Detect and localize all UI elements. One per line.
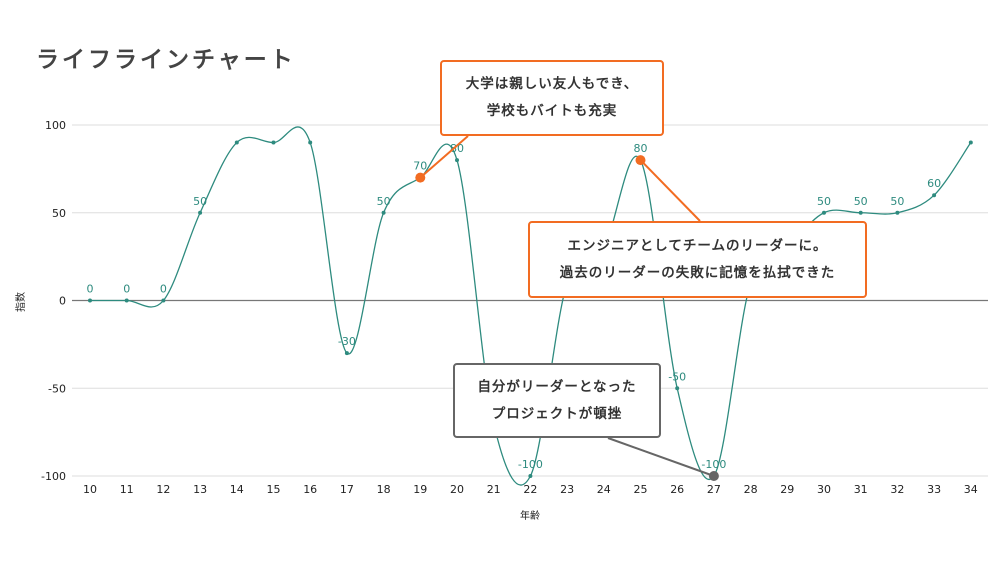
data-label: 50 bbox=[890, 195, 904, 208]
annotation-connector bbox=[419, 135, 469, 179]
data-point bbox=[675, 386, 680, 391]
x-tick-label: 34 bbox=[964, 483, 978, 496]
annotation-marker bbox=[635, 155, 646, 166]
data-point bbox=[895, 210, 900, 215]
data-label: -30 bbox=[338, 335, 356, 348]
data-label: -50 bbox=[668, 370, 686, 383]
x-tick-label: 13 bbox=[193, 483, 207, 496]
x-tick-label: 14 bbox=[230, 483, 244, 496]
y-tick-label: -100 bbox=[41, 470, 66, 483]
y-tick-label: 100 bbox=[45, 119, 66, 132]
x-tick-label: 15 bbox=[267, 483, 281, 496]
annotation-connector bbox=[607, 437, 715, 477]
data-point bbox=[381, 210, 386, 215]
y-tick-label: -50 bbox=[48, 382, 66, 395]
annotation-line: 学校もバイトも充実 bbox=[486, 103, 618, 119]
annotation-marker bbox=[415, 172, 426, 183]
data-label: 70 bbox=[413, 160, 427, 173]
data-point bbox=[308, 140, 313, 145]
y-tick-label: 0 bbox=[59, 295, 66, 308]
y-tick-label: 50 bbox=[52, 207, 66, 220]
data-label: 50 bbox=[854, 195, 868, 208]
data-point bbox=[968, 140, 973, 145]
chart-title: ライフラインチャート bbox=[36, 47, 296, 73]
annotation-marker bbox=[708, 471, 719, 481]
x-tick-label: 27 bbox=[707, 483, 721, 496]
x-tick-label: 24 bbox=[597, 483, 611, 496]
x-tick-label: 16 bbox=[303, 483, 317, 496]
data-point bbox=[528, 474, 533, 478]
x-tick-label: 19 bbox=[413, 483, 427, 496]
annotation-connector bbox=[639, 159, 701, 222]
data-point bbox=[161, 298, 166, 303]
data-label: 50 bbox=[377, 195, 391, 208]
data-point bbox=[124, 298, 129, 303]
x-tick-label: 32 bbox=[890, 483, 904, 496]
x-tick-label: 23 bbox=[560, 483, 574, 496]
x-tick-label: 33 bbox=[927, 483, 941, 496]
data-point bbox=[234, 140, 239, 145]
x-tick-label: 22 bbox=[523, 483, 537, 496]
annotation-project-failure: 自分がリーダーとなった プロジェクトが頓挫 bbox=[453, 363, 661, 438]
data-label: 50 bbox=[193, 195, 207, 208]
x-tick-label: 26 bbox=[670, 483, 684, 496]
data-label: 60 bbox=[927, 177, 941, 190]
data-label: 80 bbox=[634, 142, 648, 155]
annotation-team-leader: エンジニアとしてチームのリーダーに。 過去のリーダーの失敗に記憶を払拭できた bbox=[528, 221, 867, 298]
x-tick-label: 21 bbox=[487, 483, 501, 496]
data-point bbox=[932, 193, 937, 198]
data-point bbox=[344, 351, 349, 356]
x-tick-label: 30 bbox=[817, 483, 831, 496]
x-tick-label: 20 bbox=[450, 483, 464, 496]
x-tick-label: 12 bbox=[156, 483, 170, 496]
data-label: -100 bbox=[518, 458, 543, 471]
data-point bbox=[198, 210, 203, 215]
data-point bbox=[271, 140, 276, 145]
annotation-line: プロジェクトが頓挫 bbox=[491, 405, 623, 422]
annotation-line: 大学は親しい友人もでき、 bbox=[465, 76, 639, 92]
annotation-university: 大学は親しい友人もでき、 学校もバイトも充実 bbox=[440, 60, 664, 136]
data-label: 0 bbox=[87, 283, 94, 296]
data-point bbox=[88, 298, 92, 303]
x-tick-label: 31 bbox=[854, 483, 868, 496]
data-label: 80 bbox=[450, 142, 464, 155]
data-point bbox=[822, 210, 826, 215]
annotation-line: エンジニアとしてチームのリーダーに。 bbox=[567, 237, 828, 254]
data-point bbox=[455, 158, 459, 163]
x-tick-label: 17 bbox=[340, 483, 354, 496]
annotation-line: 過去のリーダーの失敗に記憶を払拭できた bbox=[559, 264, 836, 281]
x-axis-title: 年齢 bbox=[520, 509, 540, 522]
x-tick-label: 11 bbox=[120, 483, 134, 496]
y-axis-title: 指数 bbox=[14, 292, 27, 312]
x-tick-label: 25 bbox=[634, 483, 648, 496]
x-tick-label: 28 bbox=[744, 483, 758, 496]
data-point bbox=[858, 210, 863, 215]
x-tick-label: 10 bbox=[83, 483, 97, 496]
x-tick-label: 29 bbox=[780, 483, 794, 496]
annotation-line: 自分がリーダーとなった bbox=[477, 378, 637, 395]
x-tick-label: 18 bbox=[377, 483, 391, 496]
data-label: 0 bbox=[160, 283, 167, 296]
data-label: 0 bbox=[123, 283, 130, 296]
data-label: 50 bbox=[817, 195, 831, 208]
data-label: -100 bbox=[701, 458, 726, 471]
